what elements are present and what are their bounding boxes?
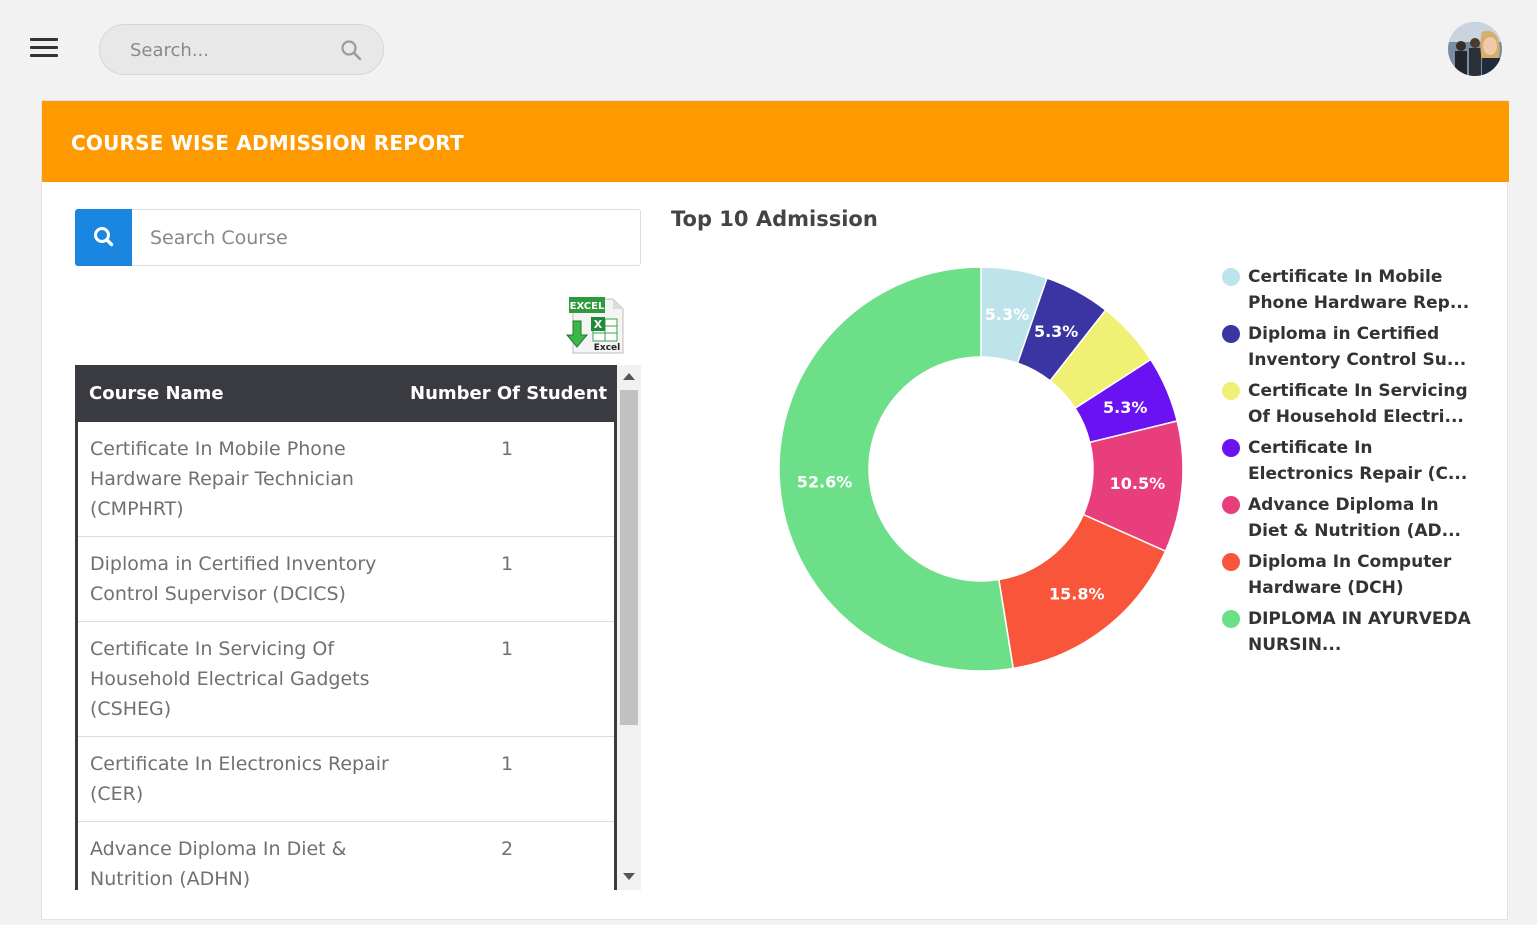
legend-label: Certificate In Servicing Of Household El… — [1248, 381, 1468, 427]
legend-color-dot — [1222, 496, 1240, 514]
donut-chart: 5.3% 5.3% 5.3% 10.5% 15.8% 52.6% — [778, 266, 1184, 672]
legend-label: Diploma In Computer Hardware (DCH) — [1248, 552, 1452, 598]
avatar[interactable] — [1448, 22, 1502, 76]
slice-label: 5.3% — [1103, 398, 1147, 417]
excel-icon: EXCEL X Excel — [565, 297, 624, 354]
scroll-down-arrow-icon[interactable] — [623, 873, 635, 880]
legend-label: Certificate In Mobile Phone Hardware Rep… — [1248, 267, 1470, 313]
table-row[interactable]: Certificate In Electronics Repair (CER) … — [78, 737, 614, 822]
chart-title: Top 10 Admission — [671, 207, 878, 231]
course-name-cell: Certificate In Electronics Repair (CER) — [90, 753, 389, 805]
course-search-button[interactable] — [75, 209, 132, 266]
search-icon[interactable] — [339, 38, 363, 62]
table-scrollbar[interactable] — [617, 365, 641, 890]
table-header: Course Name Number Of Student — [75, 365, 617, 422]
svg-text:Excel: Excel — [594, 343, 620, 353]
chart-legend: Certificate In Mobile Phone Hardware Rep… — [1220, 264, 1480, 663]
course-name-cell: Advance Diploma In Diet & Nutrition (ADH… — [90, 838, 347, 890]
slice-label: 15.8% — [1049, 584, 1105, 603]
column-header-course-name[interactable]: Course Name — [89, 383, 224, 404]
table-row[interactable]: Advance Diploma In Diet & Nutrition (ADH… — [78, 822, 614, 890]
legend-label: DIPLOMA IN AYURVEDA NURSIN... — [1248, 609, 1471, 655]
legend-item[interactable]: Diploma In Computer Hardware (DCH) — [1220, 549, 1480, 606]
global-search — [99, 24, 384, 75]
legend-item[interactable]: DIPLOMA IN AYURVEDA NURSIN... — [1220, 606, 1480, 663]
report-card: COURSE WISE ADMISSION REPORT EXCEL X Exc… — [41, 100, 1509, 920]
donut-slice[interactable] — [778, 266, 1015, 672]
search-icon — [94, 227, 114, 247]
student-count-cell: 2 — [500, 838, 514, 860]
legend-color-dot — [1222, 553, 1240, 571]
student-count-cell: 1 — [500, 638, 514, 660]
course-name-cell: Certificate In Mobile Phone Hardware Rep… — [90, 438, 354, 520]
svg-text:EXCEL: EXCEL — [570, 301, 605, 312]
legend-item[interactable]: Certificate In Mobile Phone Hardware Rep… — [1220, 264, 1480, 321]
slice-label: 5.3% — [985, 305, 1029, 324]
legend-label: Advance Diploma In Diet & Nutrition (AD.… — [1248, 495, 1461, 541]
course-search-input[interactable] — [150, 225, 610, 251]
slice-label: 5.3% — [1034, 322, 1078, 341]
svg-text:X: X — [594, 318, 603, 331]
legend-item[interactable]: Certificate In Electronics Repair (C... — [1220, 435, 1480, 492]
student-count-cell: 1 — [500, 753, 514, 775]
table-row[interactable]: Certificate In Mobile Phone Hardware Rep… — [78, 422, 614, 537]
report-title: COURSE WISE ADMISSION REPORT — [71, 131, 464, 155]
slice-label: 52.6% — [797, 473, 853, 492]
course-name-cell: Diploma in Certified Inventory Control S… — [90, 553, 377, 605]
student-count-cell: 1 — [500, 553, 514, 575]
table-row[interactable]: Certificate In Servicing Of Household El… — [78, 622, 614, 737]
table-body: Certificate In Mobile Phone Hardware Rep… — [75, 422, 617, 890]
slice-label: 10.5% — [1110, 474, 1166, 493]
top-bar — [0, 0, 1537, 100]
legend-item[interactable]: Diploma in Certified Inventory Control S… — [1220, 321, 1480, 378]
course-search — [75, 209, 641, 266]
scroll-up-arrow-icon[interactable] — [623, 373, 635, 380]
course-table: Course Name Number Of Student Certificat… — [75, 365, 641, 890]
column-header-number-of-student[interactable]: Number Of Student — [410, 383, 608, 404]
report-header: COURSE WISE ADMISSION REPORT — [42, 101, 1509, 182]
course-name-cell: Certificate In Servicing Of Household El… — [90, 638, 370, 720]
table-row[interactable]: Diploma in Certified Inventory Control S… — [78, 537, 614, 622]
global-search-input[interactable] — [130, 37, 330, 63]
hamburger-icon[interactable] — [30, 38, 58, 58]
legend-item[interactable]: Certificate In Servicing Of Household El… — [1220, 378, 1480, 435]
legend-color-dot — [1222, 439, 1240, 457]
student-count-cell: 1 — [500, 438, 514, 460]
legend-color-dot — [1222, 382, 1240, 400]
legend-label: Certificate In Electronics Repair (C... — [1248, 438, 1468, 484]
legend-color-dot — [1222, 610, 1240, 628]
legend-color-dot — [1222, 268, 1240, 286]
legend-item[interactable]: Advance Diploma In Diet & Nutrition (AD.… — [1220, 492, 1480, 549]
legend-label: Diploma in Certified Inventory Control S… — [1248, 324, 1467, 370]
legend-color-dot — [1222, 325, 1240, 343]
scrollbar-thumb[interactable] — [620, 390, 638, 725]
excel-export-button[interactable]: EXCEL X Excel — [565, 295, 627, 357]
